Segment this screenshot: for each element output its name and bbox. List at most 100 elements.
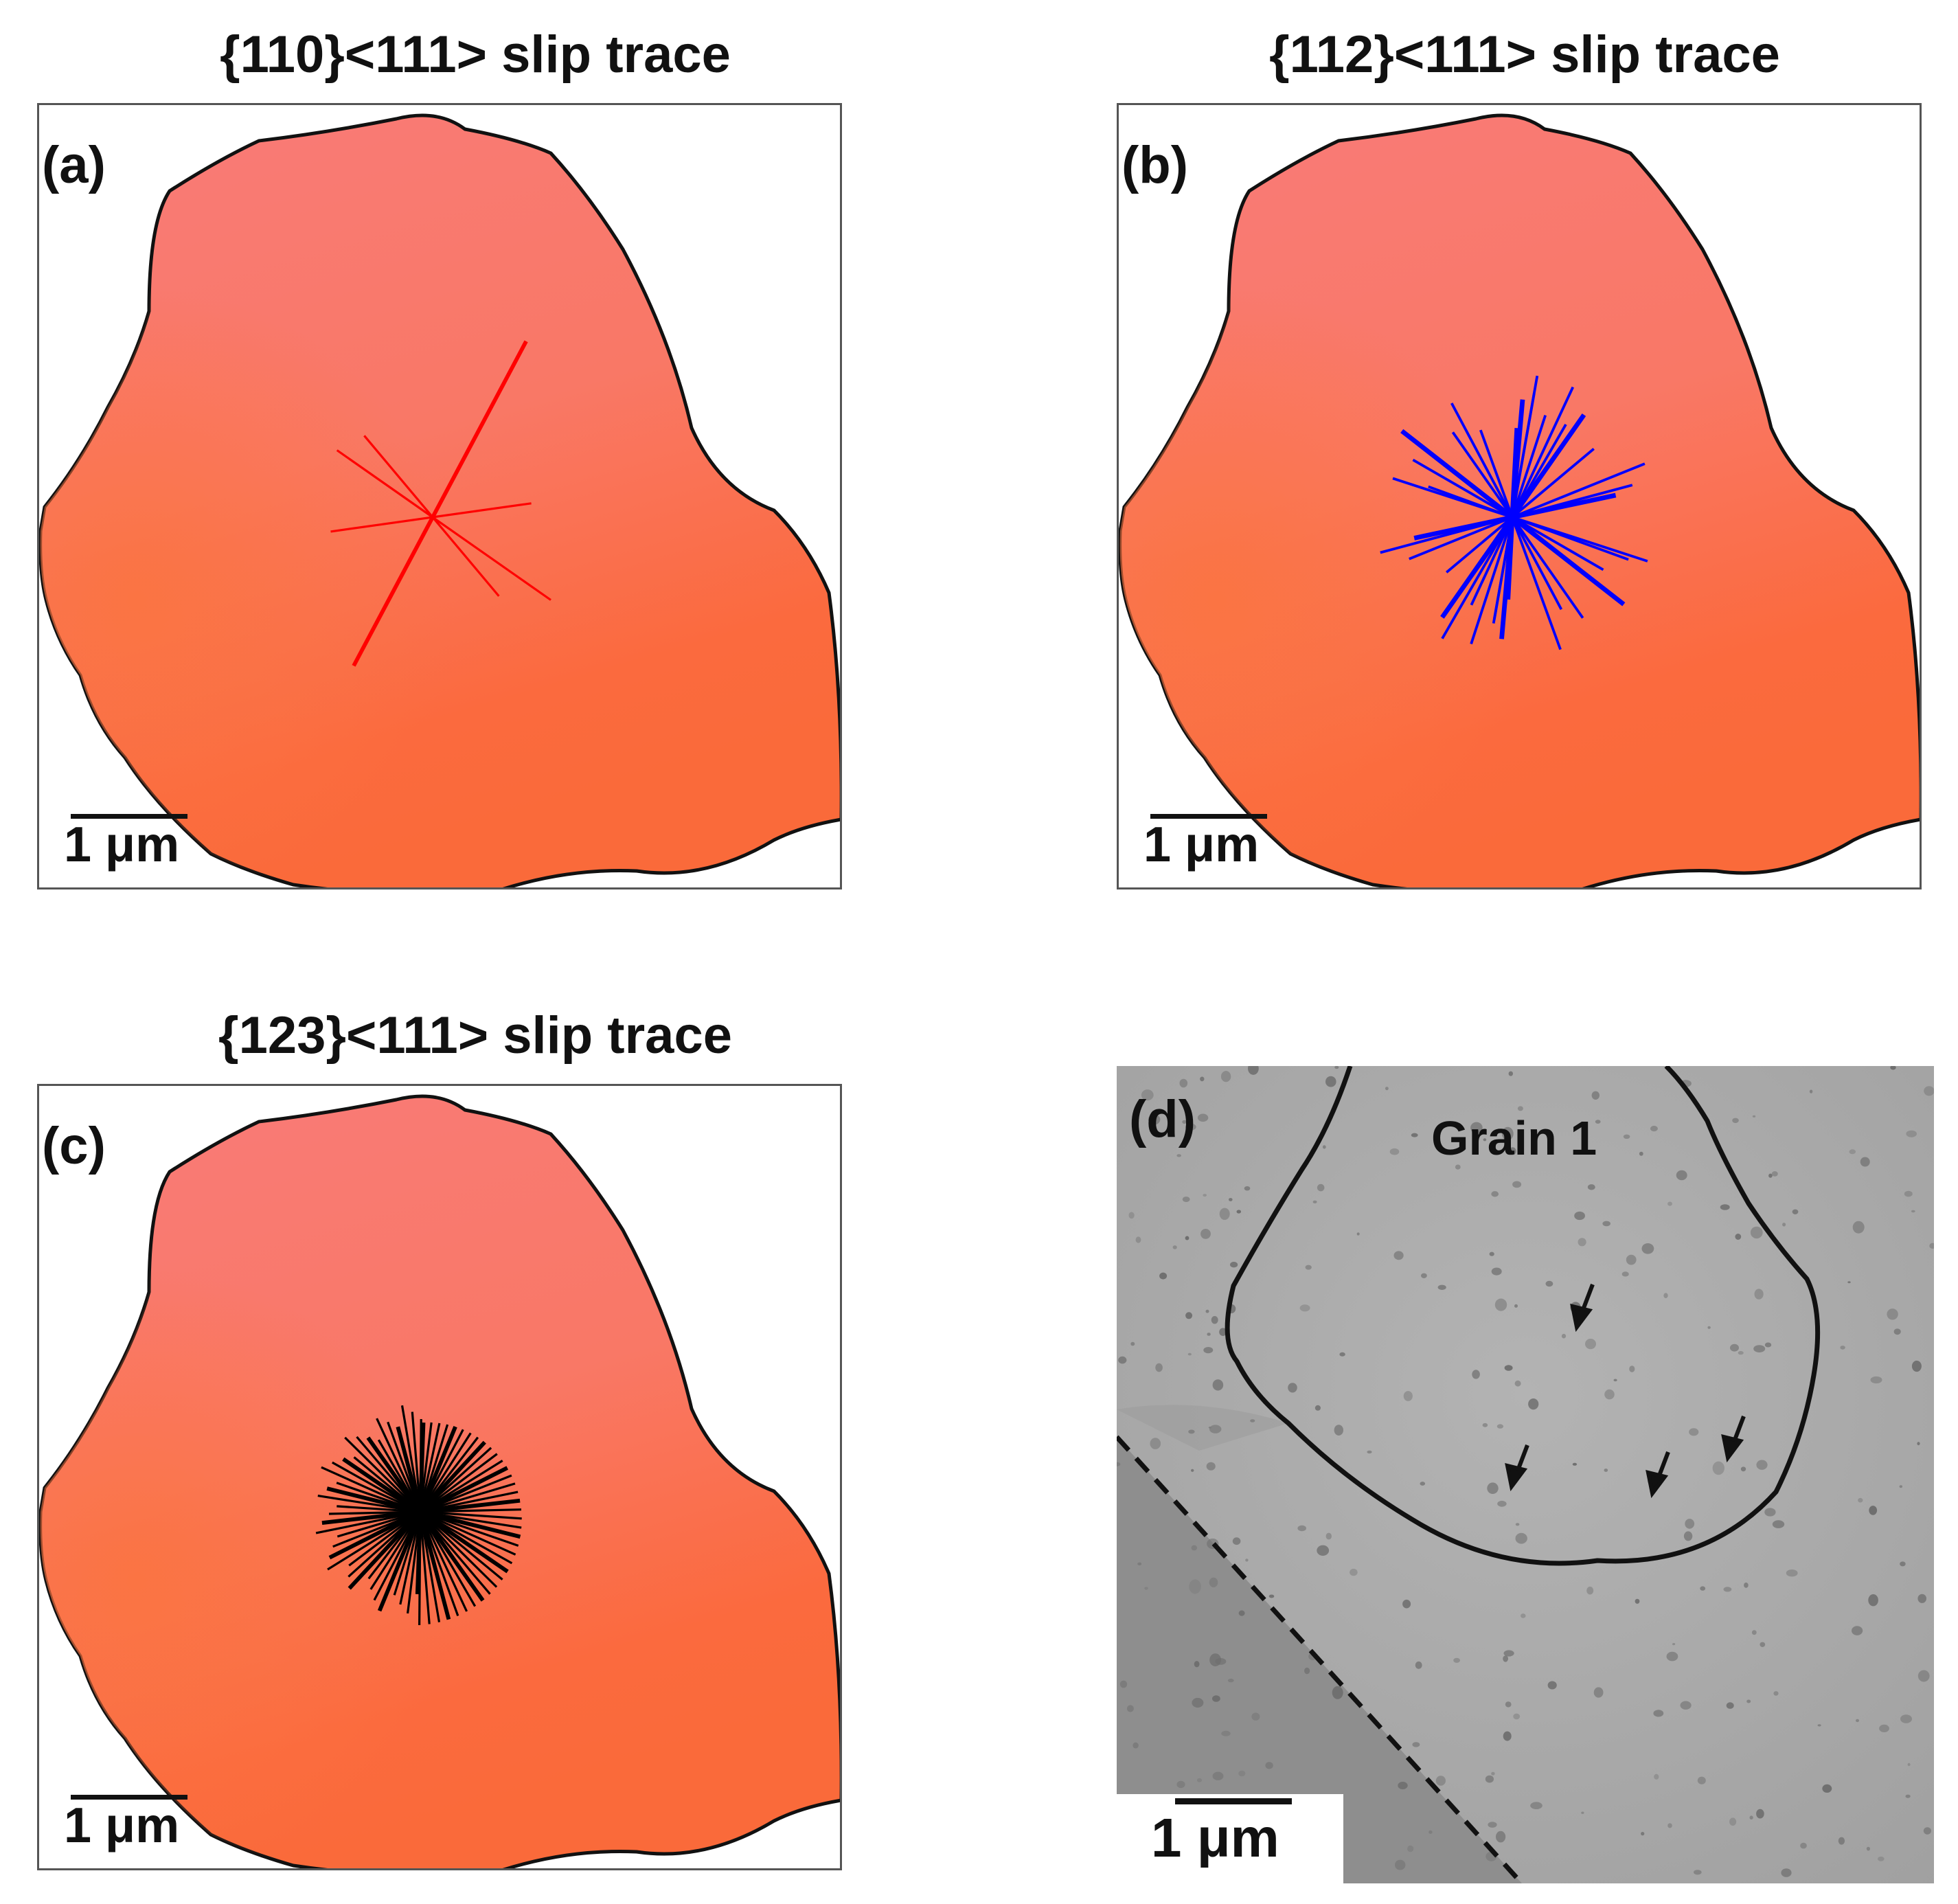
surface-pit — [1505, 1701, 1512, 1708]
surface-pit — [1587, 1184, 1595, 1190]
surface-pit — [1756, 1809, 1764, 1819]
surface-pit — [1586, 1586, 1594, 1595]
surface-pit — [1209, 1653, 1221, 1666]
surface-pit — [1317, 1545, 1330, 1556]
surface-pit — [1639, 1151, 1643, 1156]
surface-pit — [1512, 1181, 1522, 1188]
surface-pit — [1578, 1238, 1586, 1247]
grain-map-b — [1119, 113, 1920, 887]
surface-pit — [1192, 1697, 1204, 1708]
arrow-icon — [1646, 1451, 1670, 1499]
surface-pit — [1219, 1208, 1230, 1220]
surface-pit — [1159, 1272, 1168, 1280]
surface-pit — [1483, 1138, 1487, 1142]
surface-pit — [1694, 1870, 1702, 1875]
surface-pit — [1595, 1120, 1601, 1124]
surface-pit — [1840, 1346, 1845, 1350]
surface-pit — [1211, 1316, 1218, 1324]
surface-pit — [1288, 1383, 1297, 1393]
surface-pit — [1654, 1773, 1659, 1780]
surface-pit — [1389, 1148, 1400, 1155]
surface-pit — [1581, 1811, 1584, 1814]
surface-pit — [1209, 1577, 1218, 1587]
surface-pit — [1472, 1370, 1480, 1379]
slip-trace-line — [1479, 429, 1562, 650]
surface-pit — [1435, 1776, 1446, 1786]
surface-pit — [1229, 1198, 1233, 1201]
surface-pit — [1720, 1204, 1730, 1210]
surface-pit — [1604, 1389, 1615, 1400]
panel-d-label: (d) — [1129, 1090, 1196, 1148]
surface-pit — [1407, 1845, 1414, 1852]
panel-a: (a) 1 μm — [37, 103, 842, 889]
slip-trace-line — [1428, 485, 1629, 561]
surface-pit — [1852, 1221, 1865, 1234]
surface-pit — [1188, 1429, 1195, 1434]
surface-pit — [1591, 1091, 1600, 1100]
surface-pit — [1760, 1642, 1766, 1647]
panel-c-label: (c) — [42, 1117, 106, 1175]
surface-pit — [1751, 1630, 1757, 1635]
surface-pit — [1515, 1523, 1520, 1526]
surface-pit — [1508, 1071, 1513, 1076]
panel-d-sem-image: (d) Grain 1 1 μm — [1117, 1066, 1934, 1883]
surface-pit — [1334, 1425, 1343, 1436]
surface-pit — [1700, 1586, 1706, 1591]
surface-pit — [1730, 1344, 1739, 1352]
surface-pit — [1220, 1071, 1231, 1083]
surface-pit — [1890, 1066, 1896, 1070]
surface-pits — [1117, 1066, 1934, 1877]
slip-trace-line — [418, 1418, 422, 1626]
surface-pit — [1866, 1846, 1870, 1851]
surface-pit — [1501, 1126, 1514, 1141]
surface-pit — [1299, 1304, 1310, 1312]
surface-pit — [1585, 1339, 1596, 1350]
surface-pit — [1491, 1771, 1495, 1776]
surface-pit — [1621, 1271, 1629, 1277]
surface-pit — [1911, 1360, 1922, 1372]
surface-pit — [1756, 1460, 1768, 1470]
surface-pit — [1929, 1243, 1934, 1249]
surface-pit — [1244, 1186, 1251, 1191]
surface-pit — [1428, 1830, 1433, 1834]
surface-pit — [1137, 1562, 1142, 1565]
surface-pit — [1491, 1191, 1499, 1197]
surface-pit — [1729, 1817, 1737, 1826]
surface-pit — [1182, 1197, 1190, 1203]
surface-pit — [1172, 1245, 1177, 1249]
surface-pit — [1494, 1298, 1507, 1311]
surface-pit — [1887, 1308, 1898, 1320]
slip-trace-line — [1470, 415, 1547, 645]
surface-pit — [1517, 1106, 1523, 1111]
surface-pit — [1209, 1425, 1222, 1433]
surface-pit — [1415, 1661, 1422, 1669]
slip-trace-line — [336, 449, 551, 601]
surface-pit — [1194, 1661, 1200, 1668]
surface-pit — [1385, 1087, 1389, 1091]
surface-pit — [1870, 1376, 1882, 1384]
slip-trace-line — [1445, 447, 1595, 574]
surface-pit — [1697, 1776, 1706, 1784]
surface-pit — [1230, 1262, 1238, 1268]
surface-pit — [1878, 1856, 1885, 1861]
panel-a-title: {110}<111> slip trace — [220, 25, 731, 84]
scale-bar-label: 1 μm — [1143, 817, 1260, 872]
surface-pit — [1641, 1832, 1645, 1836]
surface-pit — [1746, 1699, 1751, 1703]
surface-pit — [1395, 1859, 1406, 1870]
surface-pit — [1182, 1120, 1187, 1124]
surface-pit — [1403, 1391, 1413, 1401]
surface-pit — [1238, 1770, 1246, 1777]
surface-pit — [1852, 1626, 1863, 1635]
surface-pit — [1176, 1780, 1185, 1789]
slip-trace-line — [1441, 423, 1567, 639]
surface-pit — [1212, 1379, 1224, 1391]
surface-pit — [1420, 1482, 1426, 1486]
surface-pit — [1689, 1428, 1699, 1436]
surface-pit — [1212, 1695, 1220, 1702]
panel-a-label: (a) — [42, 136, 106, 194]
surface-pit — [1144, 1587, 1148, 1590]
surface-pit — [1626, 1254, 1637, 1265]
surface-pit — [1712, 1461, 1724, 1475]
surface-pit — [1219, 1328, 1227, 1336]
